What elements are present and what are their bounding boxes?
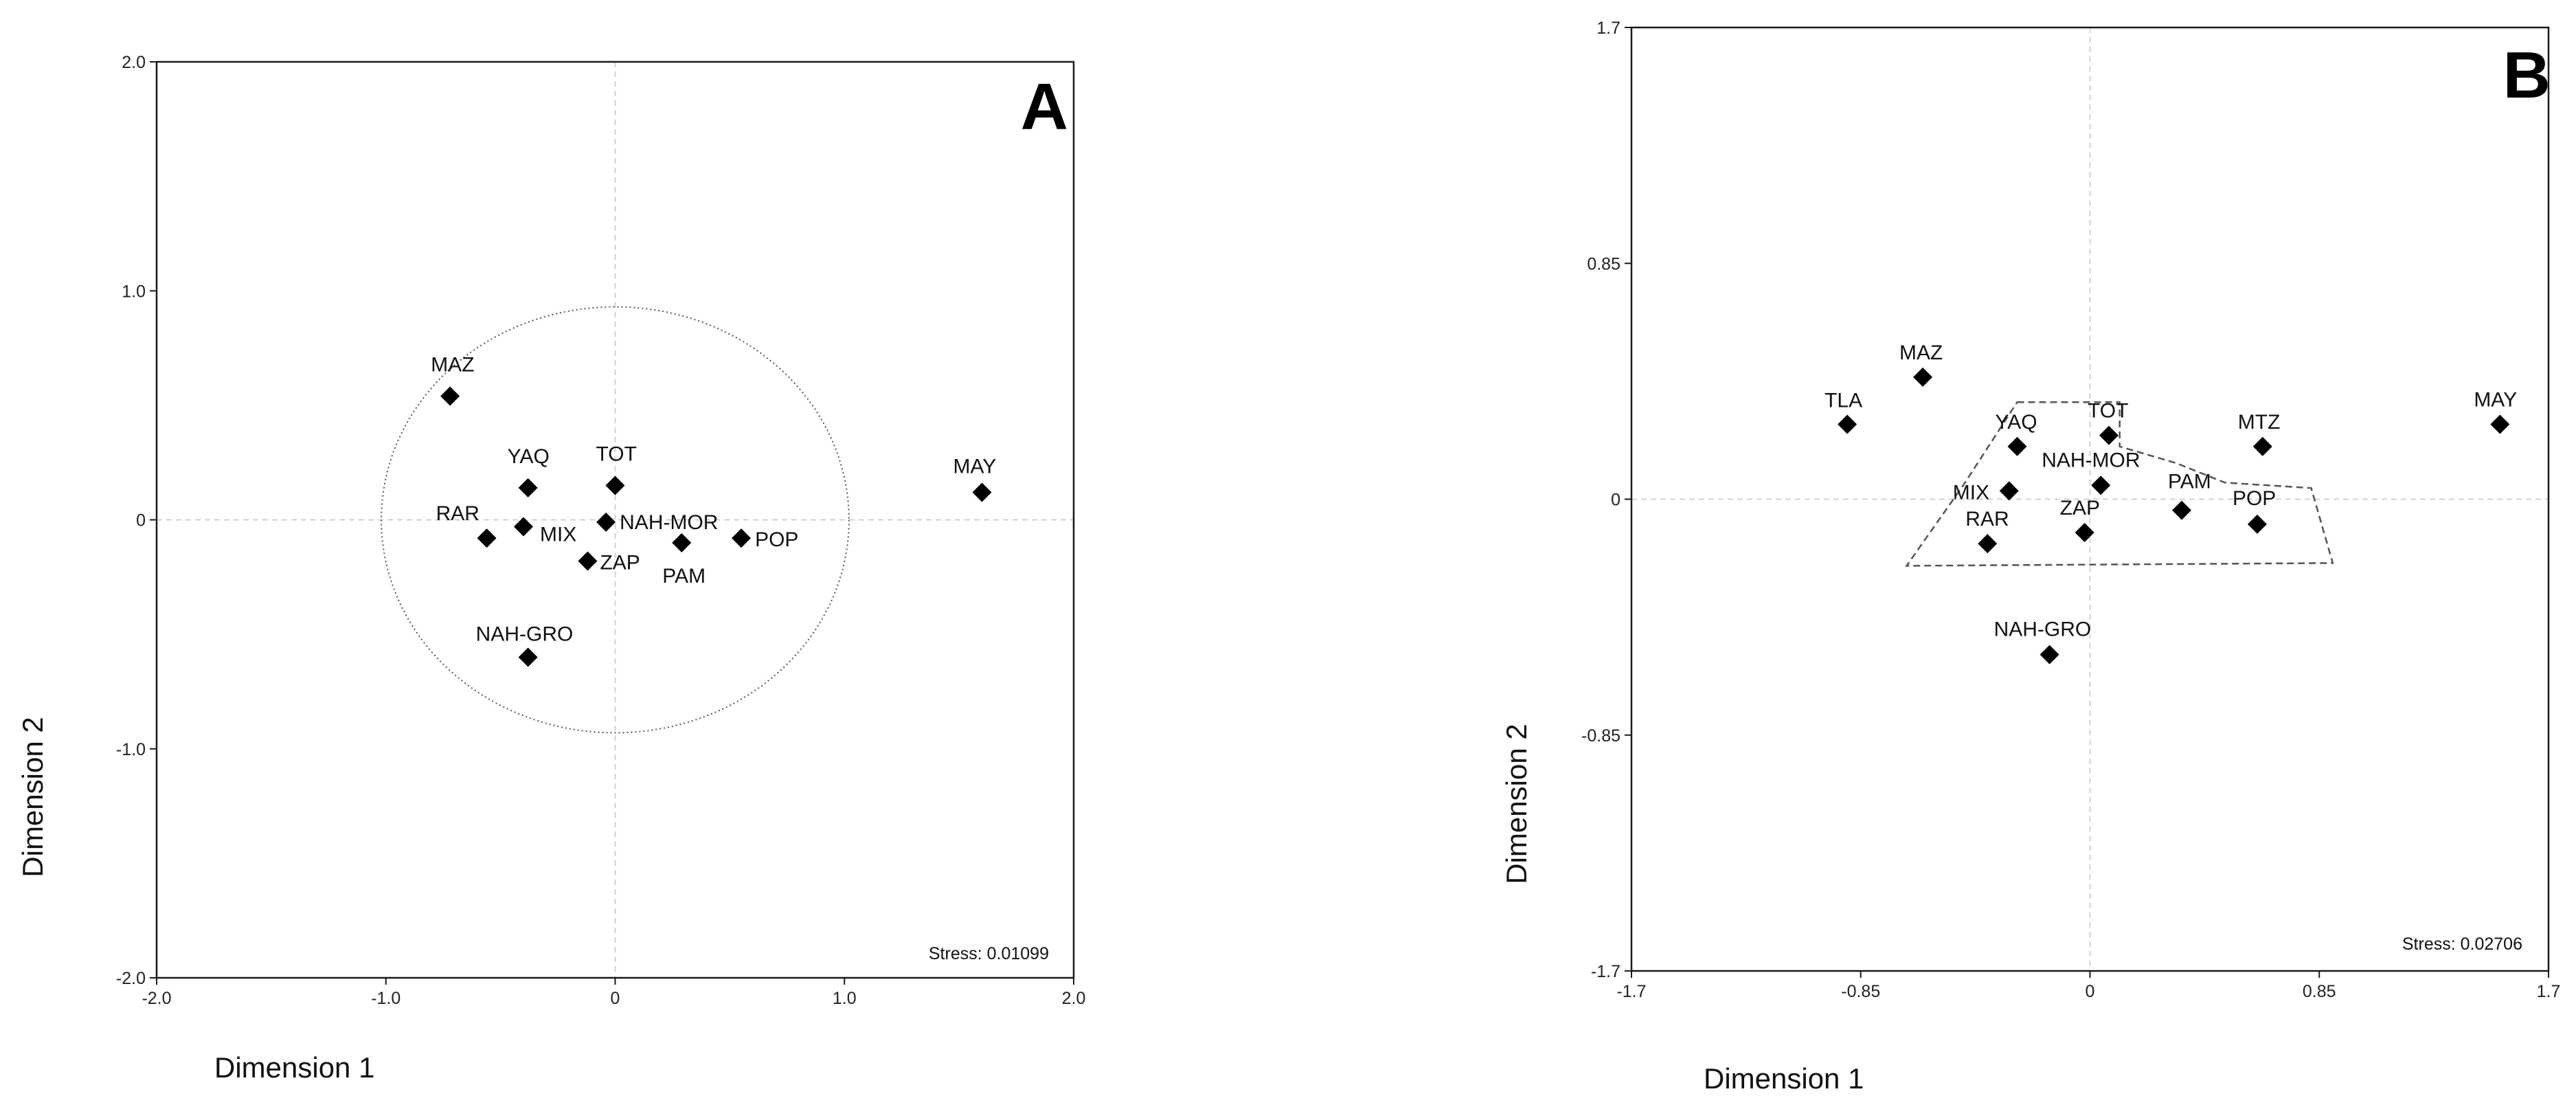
y-tick-label: -1.0 bbox=[116, 740, 146, 759]
point-label-nah-mor: NAH-MOR bbox=[620, 511, 718, 534]
x-tick-label: 1.0 bbox=[833, 989, 857, 1008]
cluster-ellipse bbox=[381, 306, 850, 734]
data-point-nah-gro bbox=[2040, 645, 2059, 664]
y-axis-title: Dimension 2 bbox=[16, 717, 49, 877]
panel-letter: A bbox=[1021, 70, 1068, 144]
data-point-nah-mor bbox=[596, 512, 616, 532]
x-tick-label: -1.0 bbox=[371, 989, 400, 1008]
y-tick-label: 1.7 bbox=[1596, 19, 1620, 38]
y-axis-title: Dimension 2 bbox=[1500, 724, 1533, 884]
point-label-tot: TOT bbox=[596, 443, 637, 466]
data-point-mix bbox=[514, 517, 533, 537]
point-label-mtz: MTZ bbox=[2238, 411, 2281, 434]
point-label-may: MAY bbox=[2474, 388, 2517, 411]
data-point-may bbox=[2490, 414, 2510, 434]
data-point-mix bbox=[1999, 481, 2019, 501]
point-label-nah-gro: NAH-GRO bbox=[476, 623, 574, 645]
data-point-pam bbox=[672, 533, 692, 552]
point-label-may: MAY bbox=[953, 456, 997, 478]
y-tick-label: -0.85 bbox=[1581, 726, 1620, 746]
point-label-yaq: YAQ bbox=[508, 445, 550, 468]
data-point-mtz bbox=[2252, 436, 2272, 456]
data-point-zap bbox=[2075, 522, 2094, 542]
data-point-nah-mor bbox=[2091, 476, 2111, 495]
data-point-pop bbox=[732, 528, 752, 548]
x-tick-label: -1.7 bbox=[1616, 982, 1646, 1001]
y-tick-label: 0 bbox=[136, 511, 146, 530]
x-axis-title: Dimension 1 bbox=[1704, 1062, 1864, 1095]
data-point-pop bbox=[2247, 514, 2267, 534]
point-label-nah-gro: NAH-GRO bbox=[1994, 618, 2092, 641]
panel-a: -2.0 -1.0 0 1.0 2.0 -2.0 -1.0 0 1.0 2.0 Dimension … bbox=[16, 53, 1085, 1084]
x-tick-label: 2.0 bbox=[1062, 989, 1086, 1008]
point-label-rar: RAR bbox=[1965, 508, 2009, 530]
stress-annotation: Stress: 0.02706 bbox=[2402, 935, 2522, 954]
data-point-yaq bbox=[2007, 436, 2027, 456]
data-point-zap bbox=[578, 551, 598, 571]
point-label-maz: MAZ bbox=[431, 354, 474, 377]
point-label-pam: PAM bbox=[662, 565, 705, 588]
panel-letter: B bbox=[2503, 38, 2551, 112]
data-point-tla bbox=[1838, 414, 1857, 434]
y-tick-label: 0.85 bbox=[1587, 254, 1620, 273]
data-point-maz bbox=[440, 386, 460, 406]
stress-annotation: Stress: 0.01099 bbox=[929, 944, 1049, 963]
x-tick-label: 0 bbox=[611, 989, 620, 1008]
data-point-may bbox=[972, 482, 992, 502]
point-label-mix: MIX bbox=[540, 523, 576, 546]
data-point-rar bbox=[477, 528, 497, 548]
data-point-maz bbox=[1913, 367, 1933, 387]
point-label-tot: TOT bbox=[2088, 400, 2128, 423]
point-label-pam: PAM bbox=[2168, 471, 2211, 493]
point-label-maz: MAZ bbox=[1899, 342, 1943, 364]
point-label-tla: TLA bbox=[1824, 389, 1862, 412]
data-point-nah-gro bbox=[518, 647, 538, 667]
data-point-pam bbox=[2172, 500, 2191, 520]
x-tick-label: 0.85 bbox=[2303, 982, 2336, 1001]
point-label-yaq: YAQ bbox=[1995, 411, 2037, 434]
point-label-rar: RAR bbox=[436, 502, 479, 525]
y-tick-label: -1.7 bbox=[1591, 962, 1620, 981]
point-label-pop: POP bbox=[755, 528, 798, 551]
data-point-yaq bbox=[518, 478, 538, 497]
y-tick-label: 0 bbox=[1611, 491, 1620, 510]
point-label-zap: ZAP bbox=[2060, 497, 2100, 519]
x-tick-label: 0 bbox=[2086, 982, 2095, 1001]
panel-b: -1.7 -0.85 0 0.85 1.7 -1.7 -0.85 0 0.85 1.7 Dimens… bbox=[1500, 19, 2560, 1095]
data-point-tot bbox=[2099, 425, 2119, 445]
y-tick-label: 2.0 bbox=[122, 53, 146, 72]
y-tick-label: 1.0 bbox=[122, 282, 146, 301]
cluster-outline bbox=[1905, 401, 2334, 567]
x-tick-label: -2.0 bbox=[142, 989, 171, 1008]
x-tick-label: 1.7 bbox=[2537, 982, 2561, 1001]
x-tick-label: -0.85 bbox=[1841, 982, 1880, 1001]
data-point-rar bbox=[1978, 534, 1998, 554]
x-axis-title: Dimension 1 bbox=[214, 1051, 374, 1084]
point-label-mix: MIX bbox=[1953, 481, 1989, 504]
data-point-tot bbox=[605, 476, 625, 495]
point-label-pop: POP bbox=[2233, 487, 2276, 510]
point-label-nah-mor: NAH-MOR bbox=[2042, 449, 2140, 471]
y-tick-label: -2.0 bbox=[116, 969, 146, 988]
point-label-zap: ZAP bbox=[600, 551, 640, 574]
